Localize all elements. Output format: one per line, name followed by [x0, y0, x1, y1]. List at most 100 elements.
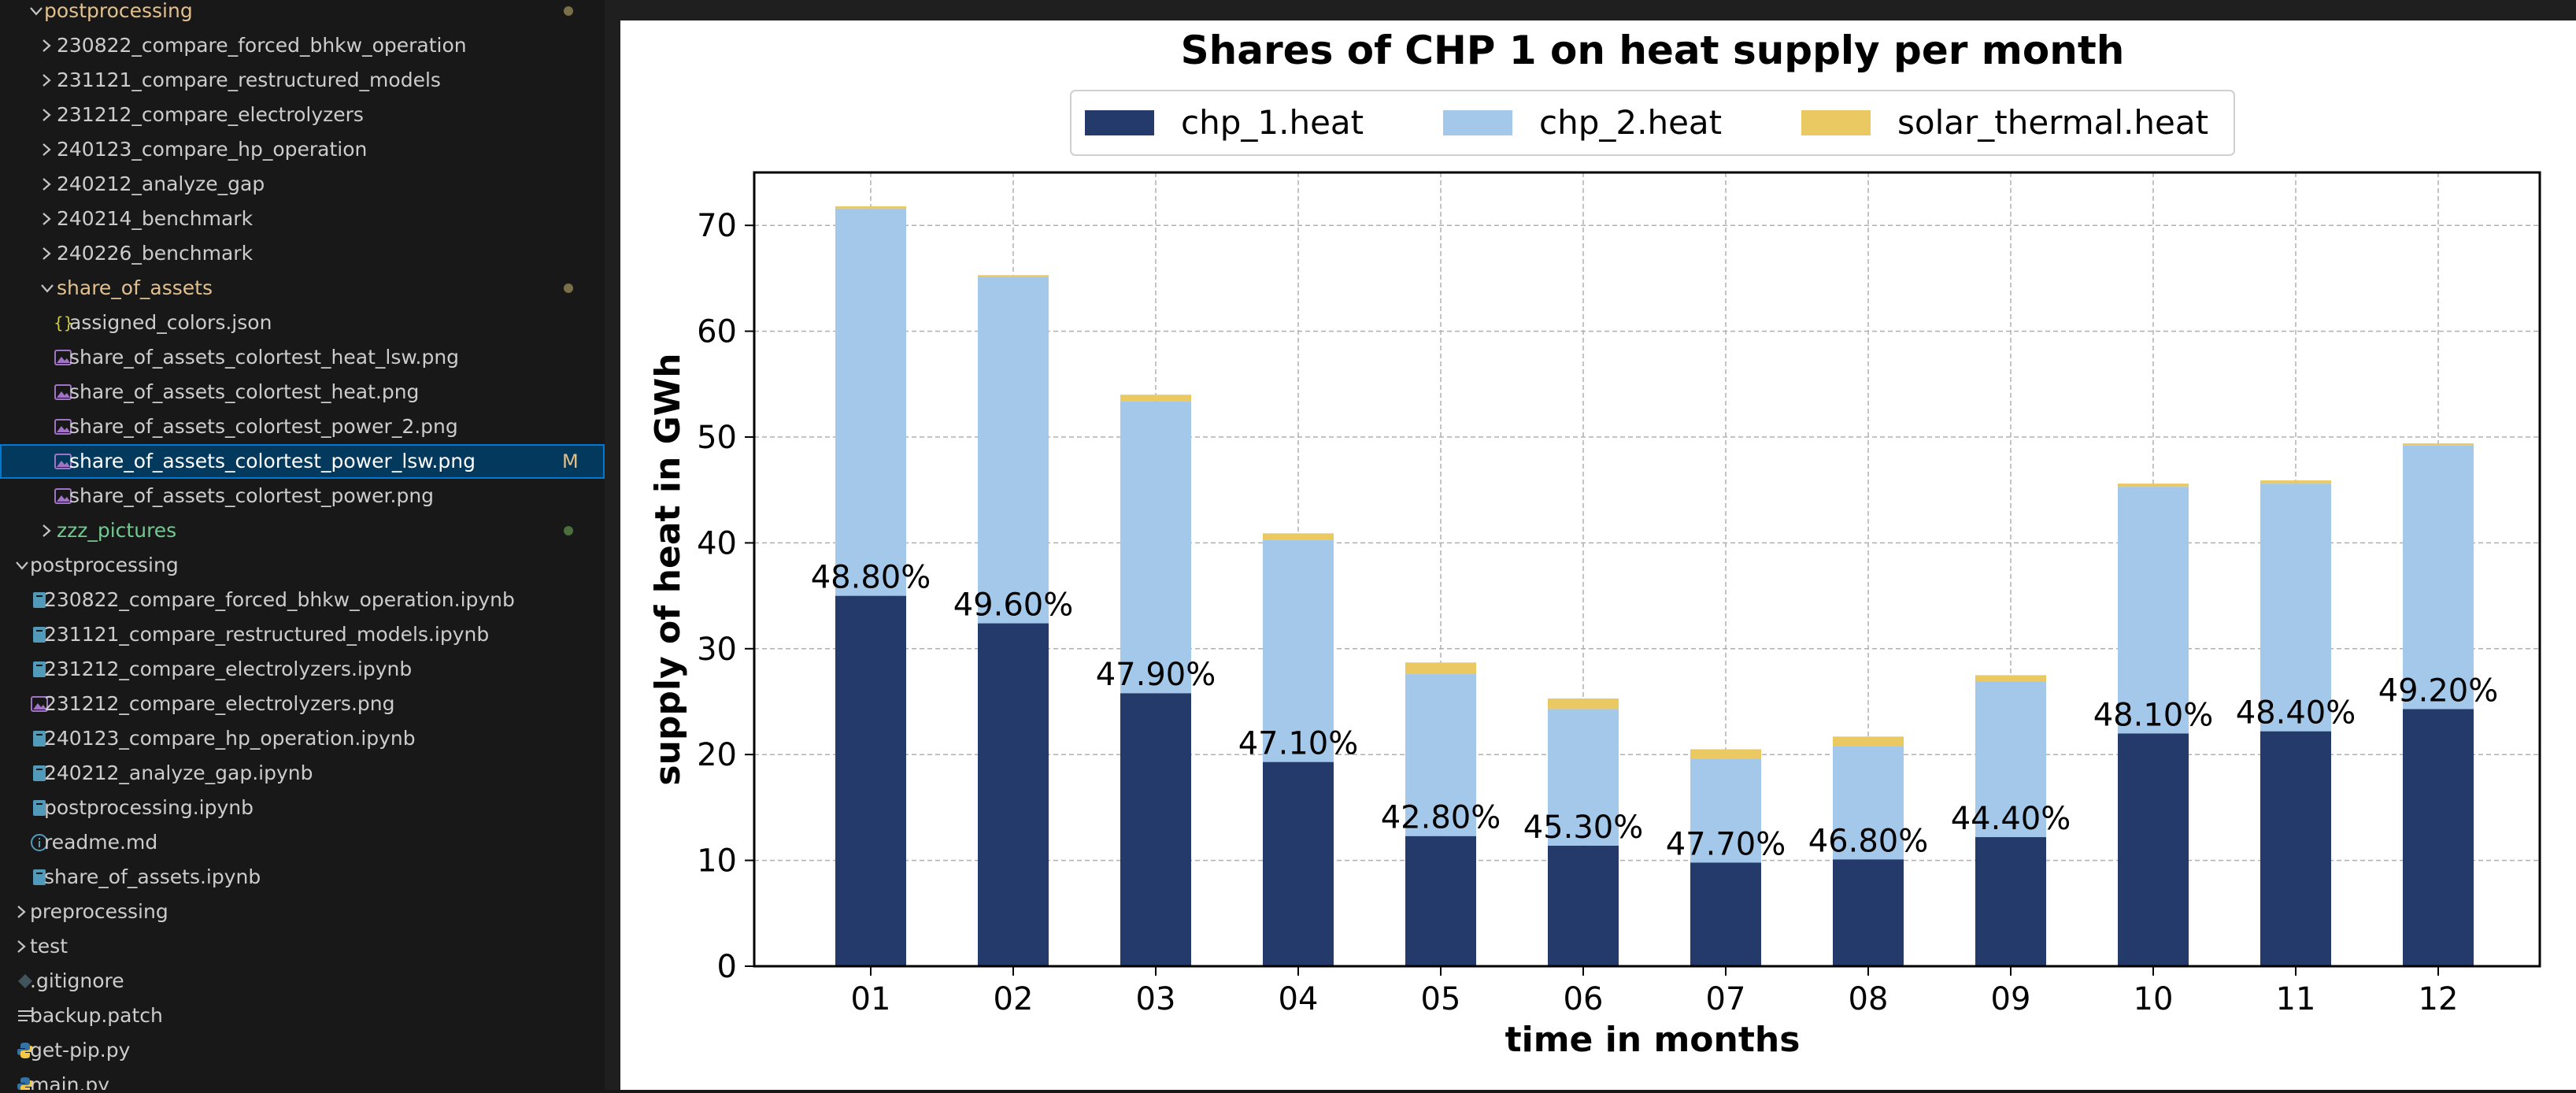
share-label: 42.80% [1381, 800, 1501, 836]
tree-item-label: get-pip.py [30, 1039, 131, 1062]
folder-item[interactable]: zzz_pictures [0, 513, 605, 548]
notebook-icon [30, 652, 50, 687]
bar-chp-2-heat-09 [1975, 681, 2046, 838]
chevron-right-icon[interactable] [14, 929, 30, 964]
chevron-right-icon[interactable] [39, 167, 55, 202]
folder-item[interactable]: 231212_compare_electrolyzers [0, 98, 605, 132]
bar-chp-1-heat-02 [978, 623, 1049, 966]
file-item[interactable]: {} assigned_colors.json [0, 306, 605, 340]
bar-chp-1-heat-11 [2260, 731, 2331, 966]
folder-item[interactable]: share_of_assets [0, 271, 605, 306]
explorer-panel: postprocessing 230822_compare_forced_bhkw… [0, 0, 605, 1090]
json-icon: {} [54, 306, 74, 340]
x-tick-label: 04 [1279, 981, 1319, 1017]
file-item[interactable]: 230822_compare_forced_bhkw_operation.ipy… [0, 583, 605, 617]
x-tick-label: 02 [994, 981, 1034, 1017]
plot-frame [753, 171, 2541, 968]
chevron-down-icon[interactable] [39, 271, 55, 306]
bar-chp-2-heat-06 [1548, 709, 1619, 846]
y-tick-label: 40 [697, 525, 737, 561]
tree-item-label: 240226_benchmark [57, 242, 254, 265]
tree-item-label: zzz_pictures [57, 519, 177, 542]
folder-item[interactable]: preprocessing [0, 895, 605, 929]
folder-item[interactable]: 240123_compare_hp_operation [0, 132, 605, 167]
tree-item-label: 231212_compare_electrolyzers.png [44, 692, 395, 715]
bar-solar-thermal-heat-11 [2260, 480, 2331, 484]
bar-chp-1-heat-04 [1263, 761, 1334, 966]
share-label: 47.70% [1666, 826, 1786, 862]
gitignore-icon [16, 964, 36, 999]
chevron-right-icon[interactable] [39, 98, 55, 132]
bar-chp-1-heat-01 [835, 595, 906, 966]
bar-chp-1-heat-10 [2118, 733, 2189, 966]
file-item[interactable]: share_of_assets_colortest_heat_lsw.png [0, 340, 605, 375]
folder-item[interactable]: postprocessing [0, 0, 605, 28]
x-tick-label: 11 [2276, 981, 2316, 1017]
info-icon [30, 825, 50, 860]
file-item[interactable]: main.py [0, 1068, 605, 1090]
image-file-icon [54, 479, 74, 513]
folder-item[interactable]: 230822_compare_forced_bhkw_operation [0, 28, 605, 63]
bar-chp-2-heat-03 [1120, 401, 1191, 694]
chevron-right-icon[interactable] [39, 513, 55, 548]
bar-chp-2-heat-10 [2118, 487, 2189, 734]
y-axis: 0 10 20 30 40 50 60 70 [697, 208, 754, 985]
tree-item-label: 240214_benchmark [57, 207, 254, 230]
bar-chp-2-heat-08 [1833, 746, 1904, 860]
legend-label: solar_thermal.heat [1897, 103, 2208, 142]
file-item[interactable]: share_of_assets.ipynb [0, 860, 605, 895]
chevron-right-icon[interactable] [39, 28, 55, 63]
x-tick-label: 01 [851, 981, 891, 1017]
chevron-right-icon[interactable] [39, 63, 55, 98]
legend-label: chp_1.heat [1181, 103, 1364, 142]
file-item[interactable]: postprocessing.ipynb [0, 791, 605, 825]
file-item[interactable]: share_of_assets_colortest_power_2.png [0, 409, 605, 444]
file-item[interactable]: readme.md [0, 825, 605, 860]
bar-solar-thermal-heat-09 [1975, 675, 2046, 682]
file-item[interactable]: .gitignore [0, 964, 605, 999]
file-item[interactable]: 231212_compare_electrolyzers.ipynb [0, 652, 605, 687]
folder-item[interactable]: 231121_compare_restructured_models [0, 63, 605, 98]
bar-solar-thermal-heat-10 [2118, 484, 2189, 487]
file-item[interactable]: 231212_compare_electrolyzers.png [0, 687, 605, 721]
y-tick-label: 20 [697, 737, 737, 773]
file-item[interactable]: 240123_compare_hp_operation.ipynb [0, 721, 605, 756]
bar-chp-1-heat-08 [1833, 859, 1904, 966]
folder-item[interactable]: 240212_analyze_gap [0, 167, 605, 202]
file-item[interactable]: backup.patch [0, 999, 605, 1033]
folder-item[interactable]: postprocessing [0, 548, 605, 583]
chevron-down-icon[interactable] [28, 0, 44, 28]
chevron-right-icon[interactable] [39, 236, 55, 271]
share-label: 49.60% [953, 587, 1074, 624]
file-item[interactable]: share_of_assets_colortest_heat.png [0, 375, 605, 409]
chart: Shares of CHP 1 on heat supply per month… [648, 28, 2541, 1060]
bar-chp-2-heat-04 [1263, 539, 1334, 762]
chevron-right-icon[interactable] [39, 202, 55, 236]
chevron-right-icon[interactable] [39, 132, 55, 167]
legend-label: chp_2.heat [1539, 103, 1722, 142]
bar-chp-2-heat-11 [2260, 484, 2331, 732]
editor-top-bar [620, 0, 2576, 20]
image-file-icon [54, 409, 74, 444]
y-tick-label: 50 [697, 420, 737, 456]
chevron-right-icon[interactable] [14, 895, 30, 929]
file-item[interactable]: get-pip.py [0, 1033, 605, 1068]
file-item[interactable]: 231121_compare_restructured_models.ipynb [0, 617, 605, 652]
chart-title: Shares of CHP 1 on heat supply per month [1181, 28, 2125, 73]
file-item[interactable]: share_of_assets_colortest_power.png [0, 479, 605, 513]
share-label: 48.80% [811, 560, 931, 596]
notebook-icon [30, 583, 50, 617]
tree-item-label: 231212_compare_electrolyzers.ipynb [44, 658, 413, 680]
file-item[interactable]: share_of_assets_colortest_power_lsw.png M [0, 444, 605, 479]
file-item[interactable]: 240212_analyze_gap.ipynb [0, 756, 605, 791]
folder-item[interactable]: 240214_benchmark [0, 202, 605, 236]
tree-item-label: readme.md [44, 831, 158, 854]
bar-solar-thermal-heat-05 [1405, 662, 1476, 675]
folder-item[interactable]: 240226_benchmark [0, 236, 605, 271]
panel-sash[interactable] [605, 0, 620, 1090]
image-file-icon [54, 340, 74, 375]
share-label: 47.90% [1096, 657, 1216, 693]
bar-solar-thermal-heat-01 [835, 206, 906, 209]
folder-item[interactable]: test [0, 929, 605, 964]
chevron-down-icon[interactable] [14, 548, 30, 583]
